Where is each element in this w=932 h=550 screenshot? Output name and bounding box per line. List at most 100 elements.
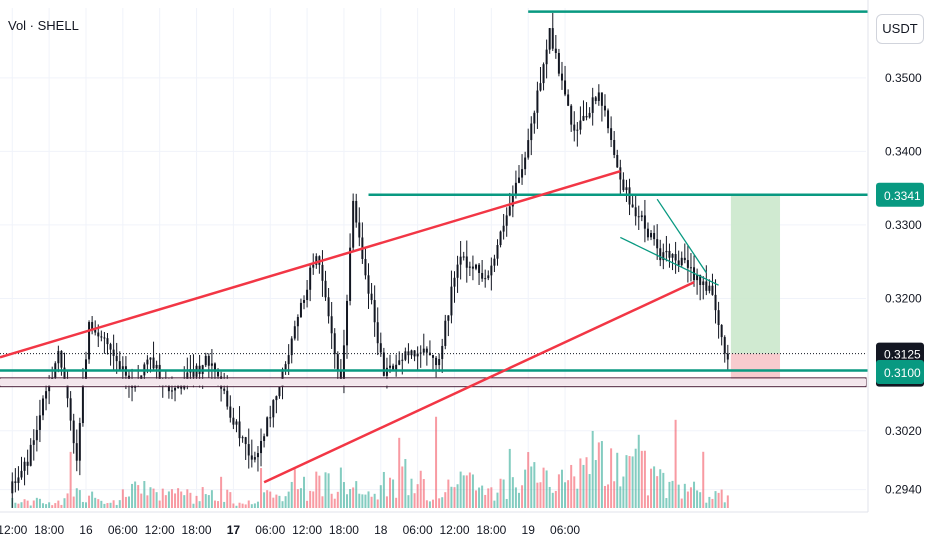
candle-body (588, 112, 591, 118)
candle-body (373, 300, 376, 323)
volume-bar (444, 492, 447, 508)
candle-body (398, 360, 401, 365)
volume-bar (370, 496, 373, 508)
volume-bar (481, 485, 484, 508)
candle-body (683, 257, 686, 261)
candle-body (287, 355, 290, 365)
indicator-title: Vol · SHELL (8, 18, 79, 33)
volume-bar (330, 493, 333, 508)
candle-body (11, 481, 14, 494)
volume-bar (57, 500, 60, 508)
volume-bar (640, 450, 643, 508)
volume-bar (134, 481, 137, 508)
candle-body (91, 322, 94, 330)
volume-bar (533, 462, 536, 508)
candle-body (490, 265, 493, 276)
volume-bar (45, 504, 48, 508)
candle-body (97, 332, 100, 337)
volume-bar (155, 492, 158, 508)
candle-body (342, 345, 345, 385)
candle-body (312, 264, 315, 268)
volume-bar (585, 457, 588, 508)
candle-body (567, 94, 570, 106)
candle-body (554, 48, 557, 53)
trend-line (263, 281, 695, 484)
candle-body (275, 396, 278, 401)
candle-body (432, 355, 434, 358)
volume-bar (290, 481, 293, 508)
volume-bar (407, 495, 410, 508)
candle-body (517, 177, 520, 183)
candle-body (468, 266, 471, 268)
candle-body (456, 264, 459, 278)
candle-body (659, 248, 662, 261)
candle-body (625, 187, 628, 191)
volume-bar (367, 491, 370, 508)
candle-body (471, 266, 474, 269)
candle-body (459, 256, 462, 265)
volume-bar (653, 466, 656, 508)
volume-bar (634, 448, 637, 508)
price-label-0-3100: 0.3100 (876, 359, 924, 384)
candle-body (66, 380, 69, 399)
candle-body (478, 264, 481, 273)
candle-body (152, 357, 155, 369)
volume-bar (622, 476, 625, 508)
volume-bar (296, 489, 299, 508)
candle-body (309, 267, 312, 290)
candle-body (536, 90, 539, 113)
candle-body (330, 316, 333, 334)
y-tick-label: 0.3020 (885, 424, 922, 438)
volume-bar (610, 448, 613, 508)
candle-body (88, 322, 91, 360)
volume-bar (91, 491, 94, 508)
candle-body (514, 182, 517, 194)
volume-bar (576, 488, 579, 508)
volume-bar (223, 501, 226, 508)
volume-bar (511, 477, 514, 508)
candle-body (508, 206, 511, 216)
volume-bar (662, 472, 665, 508)
volume-bar (352, 487, 355, 508)
volume-bar (309, 490, 312, 508)
candle-body (585, 115, 588, 118)
x-tick-label: 06:00 (108, 523, 138, 537)
volume-bar (81, 501, 84, 508)
volume-bar (361, 494, 364, 508)
y-tick-label: 0.3300 (885, 218, 922, 232)
candle-body (499, 231, 502, 246)
volume-bar (373, 493, 376, 508)
volume-bar (419, 470, 422, 508)
volume-bar (683, 483, 686, 508)
volume-bar (78, 490, 81, 508)
volume-bar (450, 486, 453, 508)
candle-body (401, 359, 404, 361)
volume-bar (545, 470, 548, 508)
volume-bar (183, 495, 186, 508)
candle-body (668, 250, 671, 258)
candle-body (453, 277, 456, 287)
candle-body (705, 281, 708, 291)
volume-bar (502, 479, 505, 508)
volume-bar (54, 503, 57, 508)
candle-body (496, 245, 499, 259)
volume-bar (496, 492, 499, 508)
candle-body (720, 325, 723, 338)
volume-bar (465, 475, 468, 508)
volume-bar (35, 497, 38, 508)
volume-bar (696, 490, 699, 508)
candle-body (106, 338, 109, 345)
candle-body (557, 52, 560, 74)
candle-body (484, 278, 487, 280)
volume-bar (26, 500, 29, 508)
volume-bar (603, 485, 606, 508)
currency-button[interactable]: USDT (876, 14, 924, 44)
target-zone (730, 194, 781, 354)
volume-bar (204, 494, 207, 508)
candle-body (155, 364, 158, 369)
candle-body (266, 417, 269, 437)
volume-bar (247, 500, 250, 508)
volume-bar (94, 497, 97, 508)
